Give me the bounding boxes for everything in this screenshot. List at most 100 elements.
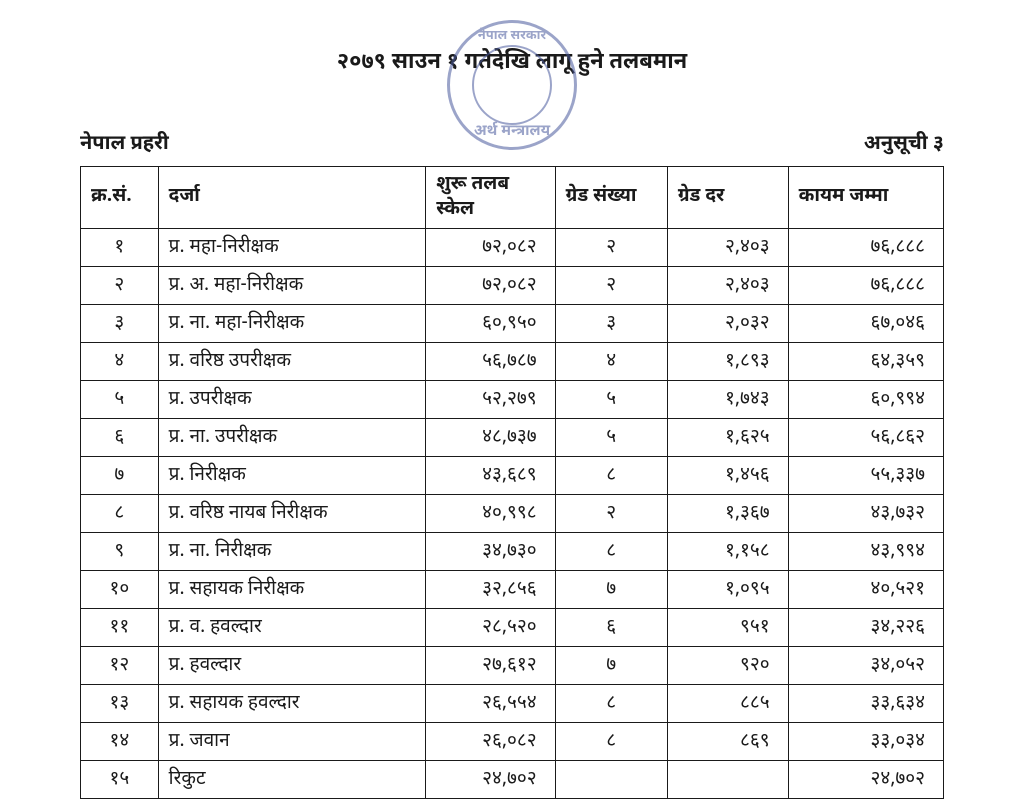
- cell-grate: १,१५८: [667, 533, 788, 571]
- table-row: ६प्र. ना. उपरीक्षक४८,७३७५१,६२५५६,८६२: [81, 419, 944, 457]
- cell-grate: २,४०३: [667, 229, 788, 267]
- cell-sn: ६: [81, 419, 159, 457]
- cell-post: प्र. व. हवल्दार: [158, 609, 426, 647]
- cell-gnum: २: [555, 229, 667, 267]
- table-row: ९प्र. ना. निरीक्षक३४,७३०८१,१५८४३,९९४: [81, 533, 944, 571]
- cell-grate: १,४५६: [667, 457, 788, 495]
- cell-start: ७२,०८२: [426, 267, 555, 305]
- table-row: २प्र. अ. महा-निरीक्षक७२,०८२२२,४०३७६,८८८: [81, 267, 944, 305]
- cell-post: प्र. सहायक निरीक्षक: [158, 571, 426, 609]
- cell-post: प्र. अ. महा-निरीक्षक: [158, 267, 426, 305]
- cell-gnum: [555, 761, 667, 799]
- cell-grate: ८६९: [667, 723, 788, 761]
- cell-start: ६०,९५०: [426, 305, 555, 343]
- cell-grate: २,४०३: [667, 267, 788, 305]
- cell-start: ३२,८५६: [426, 571, 555, 609]
- cell-grate: १,६२५: [667, 419, 788, 457]
- cell-sn: १५: [81, 761, 159, 799]
- cell-sn: १२: [81, 647, 159, 685]
- cell-post: प्र. वरिष्ठ नायब निरीक्षक: [158, 495, 426, 533]
- cell-grate: [667, 761, 788, 799]
- cell-gnum: ८: [555, 685, 667, 723]
- table-row: ११प्र. व. हवल्दार२८,५२०६९५१३४,२२६: [81, 609, 944, 647]
- table-row: ४प्र. वरिष्ठ उपरीक्षक५६,७८७४१,८९३६४,३५९: [81, 343, 944, 381]
- cell-grate: ८८५: [667, 685, 788, 723]
- cell-start: ४८,७३७: [426, 419, 555, 457]
- table-row: १प्र. महा-निरीक्षक७२,०८२२२,४०३७६,८८८: [81, 229, 944, 267]
- cell-post: प्र. निरीक्षक: [158, 457, 426, 495]
- cell-sn: ५: [81, 381, 159, 419]
- cell-sn: १३: [81, 685, 159, 723]
- cell-total: ३३,६३४: [788, 685, 943, 723]
- cell-total: ५६,८६२: [788, 419, 943, 457]
- table-row: १४प्र. जवान२६,०८२८८६९३३,०३४: [81, 723, 944, 761]
- govt-stamp: नेपाल सरकार अर्थ मन्त्रालय: [447, 20, 577, 150]
- cell-total: ३४,०५२: [788, 647, 943, 685]
- cell-sn: १०: [81, 571, 159, 609]
- cell-start: ३४,७३०: [426, 533, 555, 571]
- cell-gnum: ७: [555, 571, 667, 609]
- col-sn: क्र.सं.: [81, 167, 159, 229]
- cell-sn: ३: [81, 305, 159, 343]
- cell-total: ४०,५२१: [788, 571, 943, 609]
- cell-grate: १,८९३: [667, 343, 788, 381]
- cell-post: प्र. उपरीक्षक: [158, 381, 426, 419]
- cell-sn: ११: [81, 609, 159, 647]
- cell-start: २६,०८२: [426, 723, 555, 761]
- cell-start: २८,५२०: [426, 609, 555, 647]
- cell-total: ६४,३५९: [788, 343, 943, 381]
- table-row: १३प्र. सहायक हवल्दार२६,५५४८८८५३३,६३४: [81, 685, 944, 723]
- cell-start: ४३,६८९: [426, 457, 555, 495]
- cell-total: ४३,९९४: [788, 533, 943, 571]
- col-post: दर्जा: [158, 167, 426, 229]
- cell-start: ५२,२७९: [426, 381, 555, 419]
- cell-grate: १,०९५: [667, 571, 788, 609]
- cell-post: प्र. ना. उपरीक्षक: [158, 419, 426, 457]
- cell-gnum: ८: [555, 533, 667, 571]
- stamp-top-text: नेपाल सरकार: [447, 28, 577, 45]
- cell-start: ५६,७८७: [426, 343, 555, 381]
- cell-start: २७,६१२: [426, 647, 555, 685]
- cell-start: ७२,०८२: [426, 229, 555, 267]
- table-row: १२प्र. हवल्दार२७,६१२७९२०३४,०५२: [81, 647, 944, 685]
- cell-post: प्र. वरिष्ठ उपरीक्षक: [158, 343, 426, 381]
- cell-total: ७६,८८८: [788, 229, 943, 267]
- cell-gnum: २: [555, 267, 667, 305]
- cell-sn: १४: [81, 723, 159, 761]
- cell-start: ४०,९९८: [426, 495, 555, 533]
- col-total: कायम जम्मा: [788, 167, 943, 229]
- cell-post: रिकुट: [158, 761, 426, 799]
- cell-sn: १: [81, 229, 159, 267]
- cell-grate: २,०३२: [667, 305, 788, 343]
- table-body: १प्र. महा-निरीक्षक७२,०८२२२,४०३७६,८८८२प्र…: [81, 229, 944, 799]
- cell-gnum: ७: [555, 647, 667, 685]
- col-gnum: ग्रेड संख्या: [555, 167, 667, 229]
- cell-total: ३४,२२६: [788, 609, 943, 647]
- cell-gnum: ८: [555, 723, 667, 761]
- cell-grate: ९५१: [667, 609, 788, 647]
- cell-gnum: ८: [555, 457, 667, 495]
- cell-sn: ८: [81, 495, 159, 533]
- table-row: ७प्र. निरीक्षक४३,६८९८१,४५६५५,३३७: [81, 457, 944, 495]
- cell-start: २६,५५४: [426, 685, 555, 723]
- table-row: ३प्र. ना. महा-निरीक्षक६०,९५०३२,०३२६७,०४६: [81, 305, 944, 343]
- table-row: १०प्र. सहायक निरीक्षक३२,८५६७१,०९५४०,५२१: [81, 571, 944, 609]
- header-row: नेपाल प्रहरी अनुसूची ३: [80, 132, 944, 158]
- annex-label: अनुसूची ३: [864, 132, 944, 158]
- cell-sn: २: [81, 267, 159, 305]
- table-row: ५प्र. उपरीक्षक५२,२७९५१,७४३६०,९९४: [81, 381, 944, 419]
- cell-post: प्र. ना. महा-निरीक्षक: [158, 305, 426, 343]
- cell-sn: ९: [81, 533, 159, 571]
- table-row: ८प्र. वरिष्ठ नायब निरीक्षक४०,९९८२१,३६७४३…: [81, 495, 944, 533]
- cell-sn: ४: [81, 343, 159, 381]
- col-grate: ग्रेड दर: [667, 167, 788, 229]
- cell-total: ६०,९९४: [788, 381, 943, 419]
- cell-post: प्र. जवान: [158, 723, 426, 761]
- cell-total: ४३,७३२: [788, 495, 943, 533]
- salary-table: क्र.सं. दर्जा शुरू तलब स्केल ग्रेड संख्य…: [80, 166, 944, 799]
- cell-total: ७६,८८८: [788, 267, 943, 305]
- cell-grate: १,३६७: [667, 495, 788, 533]
- cell-total: ५५,३३७: [788, 457, 943, 495]
- cell-grate: ९२०: [667, 647, 788, 685]
- table-header-row: क्र.सं. दर्जा शुरू तलब स्केल ग्रेड संख्य…: [81, 167, 944, 229]
